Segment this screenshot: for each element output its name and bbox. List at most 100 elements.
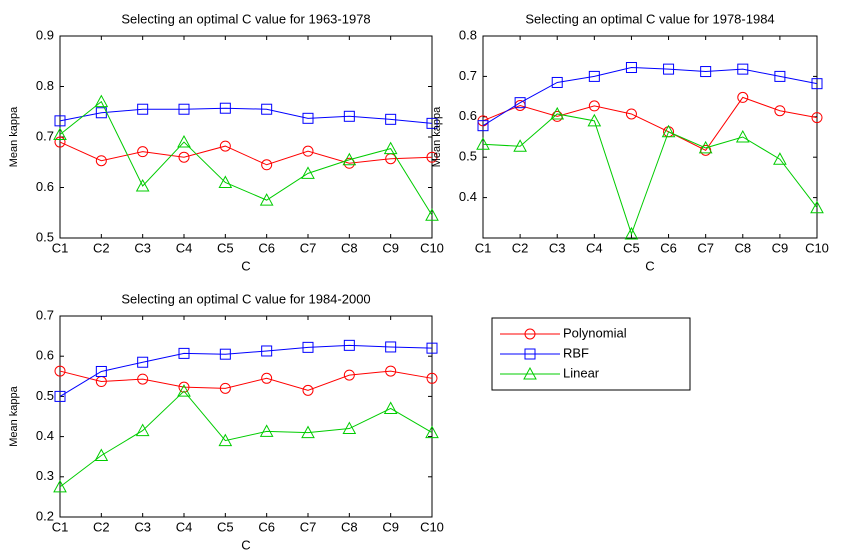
marker <box>218 175 233 188</box>
x-tick-label: C8 <box>341 519 358 534</box>
x-axis-label: C <box>241 537 250 552</box>
marker <box>302 145 314 157</box>
x-tick-label: C2 <box>93 240 110 255</box>
y-tick-label: 0.3 <box>36 468 54 483</box>
marker <box>54 365 66 377</box>
marker <box>95 365 107 377</box>
y-tick-label: 0.5 <box>459 149 477 164</box>
chart-title: Selecting an optimal C value for 1963-19… <box>121 11 370 26</box>
marker <box>301 166 315 179</box>
chart-title: Selecting an optimal C value for 1978-19… <box>525 11 774 26</box>
marker <box>94 94 109 108</box>
series-line <box>59 141 433 166</box>
marker <box>663 63 675 75</box>
marker <box>661 124 676 138</box>
marker <box>773 152 787 165</box>
marker <box>178 381 190 393</box>
marker <box>302 341 314 353</box>
marker <box>53 479 67 493</box>
marker <box>624 226 639 240</box>
marker <box>302 384 314 396</box>
x-tick-label: C3 <box>134 519 151 534</box>
plot-area <box>59 315 433 518</box>
marker <box>94 448 109 461</box>
x-tick-label: C3 <box>134 240 151 255</box>
x-tick-label: C2 <box>512 240 529 255</box>
marker <box>810 200 824 214</box>
marker <box>135 423 150 437</box>
marker <box>476 137 490 150</box>
series-line <box>59 107 433 124</box>
marker <box>698 140 713 154</box>
y-tick-label: 0.4 <box>36 428 54 443</box>
marker <box>425 425 439 439</box>
marker <box>302 112 314 124</box>
marker <box>774 105 786 117</box>
marker <box>426 151 438 163</box>
plot-area <box>59 35 433 239</box>
marker <box>551 76 563 88</box>
marker <box>426 342 438 354</box>
x-tick-label: C8 <box>341 240 358 255</box>
series-line <box>59 390 433 488</box>
marker <box>588 70 600 82</box>
y-axis-label: Mean kappa <box>8 106 20 167</box>
marker <box>54 390 66 402</box>
marker <box>54 115 66 127</box>
x-tick-label: C1 <box>52 519 69 534</box>
marker <box>523 366 537 380</box>
plot-area <box>482 35 818 239</box>
legend-label: Linear <box>563 365 600 380</box>
x-tick-label: C4 <box>176 519 193 534</box>
marker <box>261 159 273 171</box>
x-tick-label: C6 <box>660 240 677 255</box>
marker <box>135 178 150 192</box>
x-tick-label: C8 <box>734 240 751 255</box>
marker <box>218 433 233 447</box>
y-tick-label: 0.6 <box>36 348 54 363</box>
marker <box>774 70 786 82</box>
marker <box>54 136 66 148</box>
marker <box>343 339 355 351</box>
x-tick-label: C4 <box>586 240 603 255</box>
y-tick-label: 0.7 <box>36 128 54 143</box>
marker <box>259 424 274 437</box>
marker <box>137 103 149 115</box>
marker <box>259 193 274 206</box>
marker <box>514 97 526 109</box>
x-tick-label: C10 <box>805 240 829 255</box>
marker <box>383 401 398 414</box>
marker <box>426 117 438 129</box>
y-tick-label: 0.5 <box>36 229 54 244</box>
marker <box>524 328 536 340</box>
x-tick-label: C7 <box>300 240 317 255</box>
x-axis-label: C <box>645 258 654 273</box>
marker <box>426 372 438 384</box>
x-tick-label: C5 <box>217 240 234 255</box>
marker <box>625 62 637 74</box>
y-tick-label: 0.8 <box>459 27 477 42</box>
x-tick-label: C9 <box>382 240 399 255</box>
legend-label: Polynomial <box>563 325 627 340</box>
marker <box>385 113 397 125</box>
marker <box>425 208 439 221</box>
y-tick-label: 0.2 <box>36 508 54 523</box>
series-line <box>482 67 818 127</box>
y-tick-label: 0.6 <box>36 179 54 194</box>
x-tick-label: C7 <box>300 519 317 534</box>
marker <box>219 382 231 394</box>
marker <box>343 110 355 122</box>
marker <box>587 113 602 127</box>
y-tick-label: 0.6 <box>459 108 477 123</box>
marker <box>343 369 355 381</box>
series-line <box>59 344 433 397</box>
series-line <box>482 113 818 236</box>
marker <box>383 141 398 155</box>
y-tick-label: 0.7 <box>36 307 54 322</box>
marker <box>177 384 191 397</box>
marker <box>588 100 600 112</box>
marker <box>385 365 397 377</box>
x-tick-label: C1 <box>52 240 69 255</box>
marker <box>261 372 273 384</box>
series-line <box>482 96 818 151</box>
